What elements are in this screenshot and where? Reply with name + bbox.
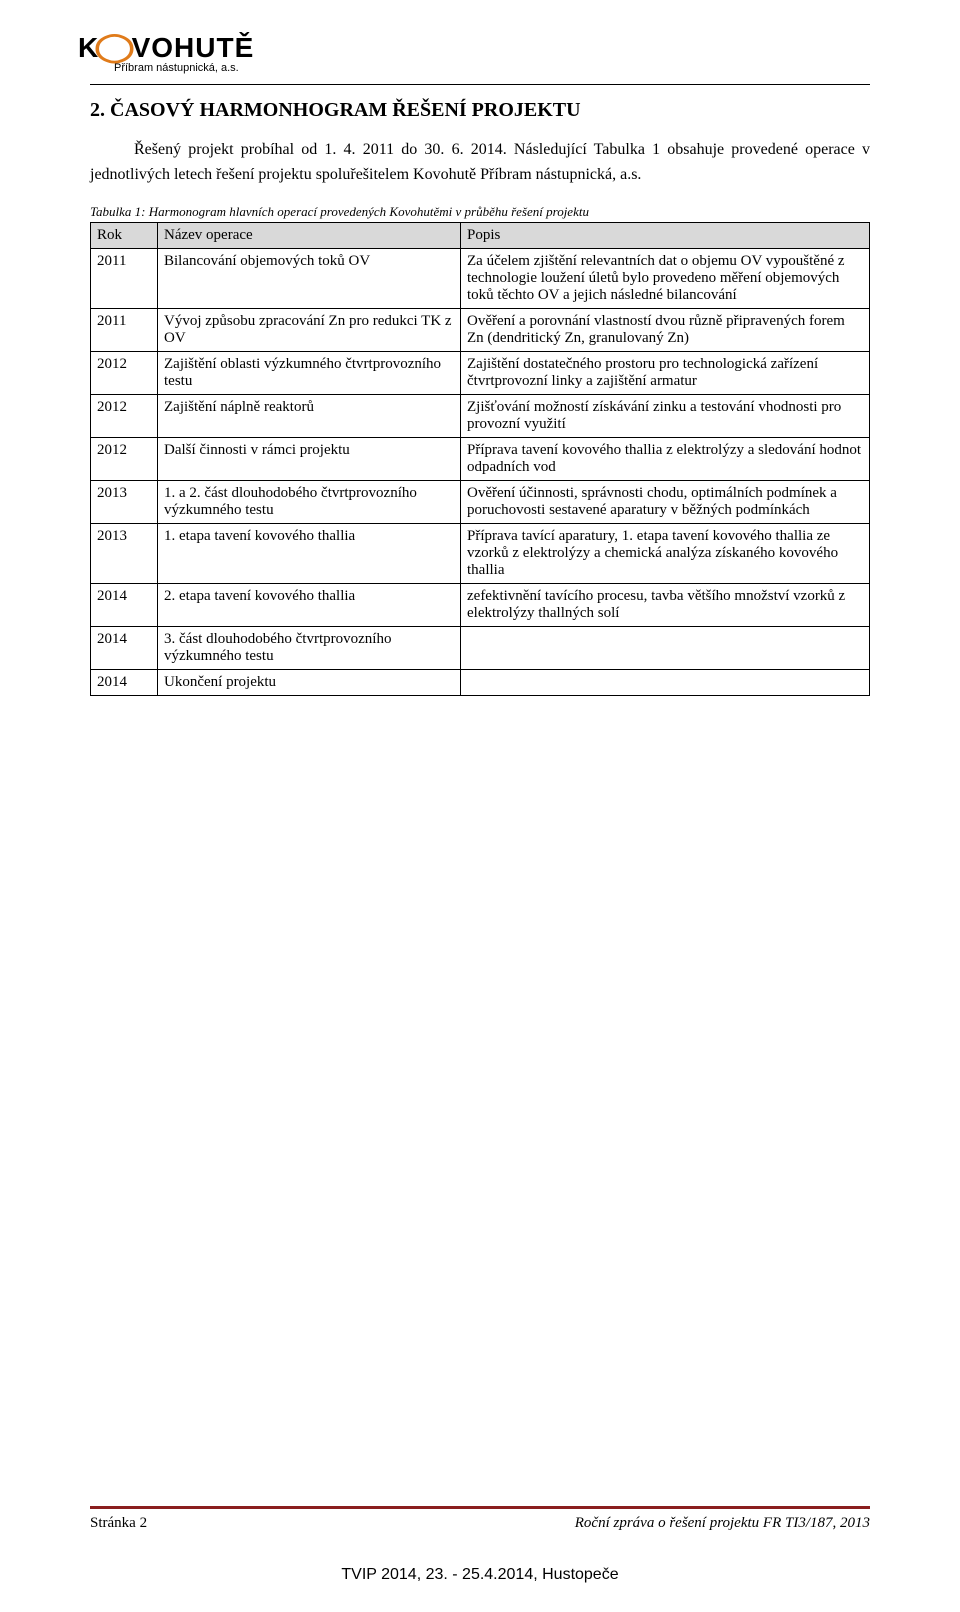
footer-page-number: Stránka 2 xyxy=(90,1515,147,1532)
cell-nazev: 1. a 2. část dlouhodobého čtvrtprovozníh… xyxy=(158,480,461,523)
cell-popis: Příprava tavení kovového thallia z elekt… xyxy=(461,437,870,480)
cell-nazev: 2. etapa tavení kovového thallia xyxy=(158,583,461,626)
logo-ring-icon: ◯ xyxy=(94,33,136,61)
section-heading: 2. ČASOVÝ HARMONHOGRAM ŘEŠENÍ PROJEKTU xyxy=(90,99,870,122)
footer-report-title: Roční zpráva o řešení projektu FR TI3/18… xyxy=(575,1515,870,1532)
page-footer: Stránka 2 Roční zpráva o řešení projektu… xyxy=(90,1506,870,1532)
cell-popis xyxy=(461,669,870,695)
cell-nazev: Zajištění oblasti výzkumného čtvrtprovoz… xyxy=(158,351,461,394)
table-row: 2011Bilancování objemových toků OVZa úče… xyxy=(91,248,870,308)
logo-rest: VOHUTĚ xyxy=(132,32,255,64)
table-row: 20142. etapa tavení kovového thalliazefe… xyxy=(91,583,870,626)
cell-nazev: 1. etapa tavení kovového thallia xyxy=(158,523,461,583)
cell-rok: 2012 xyxy=(91,437,158,480)
footer-bar: Stránka 2 Roční zpráva o řešení projektu… xyxy=(90,1506,870,1532)
document-page: K ◯ VOHUTĚ Příbram nástupnická, a.s. 2. … xyxy=(0,0,960,1612)
conference-line: TVIP 2014, 23. - 25.4.2014, Hustopeče xyxy=(0,1566,960,1584)
table-row: 2011Vývoj způsobu zpracování Zn pro redu… xyxy=(91,308,870,351)
cell-rok: 2014 xyxy=(91,626,158,669)
col-header-nazev: Název operace xyxy=(158,222,461,248)
table-row: 2012Zajištění náplně reaktorůZjišťování … xyxy=(91,394,870,437)
cell-popis: Ověření a porovnání vlastností dvou různ… xyxy=(461,308,870,351)
cell-rok: 2013 xyxy=(91,523,158,583)
table-caption: Tabulka 1: Harmonogram hlavních operací … xyxy=(90,204,870,220)
cell-nazev: Bilancování objemových toků OV xyxy=(158,248,461,308)
header-divider xyxy=(90,84,870,85)
col-header-popis: Popis xyxy=(461,222,870,248)
cell-rok: 2012 xyxy=(91,394,158,437)
table-row: 2012Zajištění oblasti výzkumného čtvrtpr… xyxy=(91,351,870,394)
cell-rok: 2011 xyxy=(91,308,158,351)
logo: K ◯ VOHUTĚ Příbram nástupnická, a.s. xyxy=(78,32,870,74)
cell-rok: 2014 xyxy=(91,669,158,695)
cell-popis: Za účelem zjištění relevantních dat o ob… xyxy=(461,248,870,308)
cell-popis: Zajištění dostatečného prostoru pro tech… xyxy=(461,351,870,394)
cell-nazev: Vývoj způsobu zpracování Zn pro redukci … xyxy=(158,308,461,351)
logo-wordmark: K ◯ VOHUTĚ xyxy=(78,32,870,64)
table-row: 2012Další činnosti v rámci projektuPřípr… xyxy=(91,437,870,480)
cell-nazev: Další činnosti v rámci projektu xyxy=(158,437,461,480)
cell-nazev: Ukončení projektu xyxy=(158,669,461,695)
cell-popis: Ověření účinnosti, správnosti chodu, opt… xyxy=(461,480,870,523)
table-row: 2014Ukončení projektu xyxy=(91,669,870,695)
cell-rok: 2011 xyxy=(91,248,158,308)
cell-rok: 2012 xyxy=(91,351,158,394)
table-row: 20131. a 2. část dlouhodobého čtvrtprovo… xyxy=(91,480,870,523)
harmonogram-table: Rok Název operace Popis 2011Bilancování … xyxy=(90,222,870,696)
cell-popis xyxy=(461,626,870,669)
cell-popis: Zjišťování možností získávání zinku a te… xyxy=(461,394,870,437)
col-header-rok: Rok xyxy=(91,222,158,248)
intro-paragraph: Řešený projekt probíhal od 1. 4. 2011 do… xyxy=(90,138,870,188)
logo-subline: Příbram nástupnická, a.s. xyxy=(114,62,870,74)
cell-popis: zefektivnění tavícího procesu, tavba vět… xyxy=(461,583,870,626)
cell-nazev: 3. část dlouhodobého čtvrtprovozního výz… xyxy=(158,626,461,669)
cell-rok: 2013 xyxy=(91,480,158,523)
table-header-row: Rok Název operace Popis xyxy=(91,222,870,248)
cell-popis: Příprava tavící aparatury, 1. etapa tave… xyxy=(461,523,870,583)
cell-nazev: Zajištění náplně reaktorů xyxy=(158,394,461,437)
cell-rok: 2014 xyxy=(91,583,158,626)
table-row: 20131. etapa tavení kovového thalliaPříp… xyxy=(91,523,870,583)
table-row: 20143. část dlouhodobého čtvrtprovozního… xyxy=(91,626,870,669)
